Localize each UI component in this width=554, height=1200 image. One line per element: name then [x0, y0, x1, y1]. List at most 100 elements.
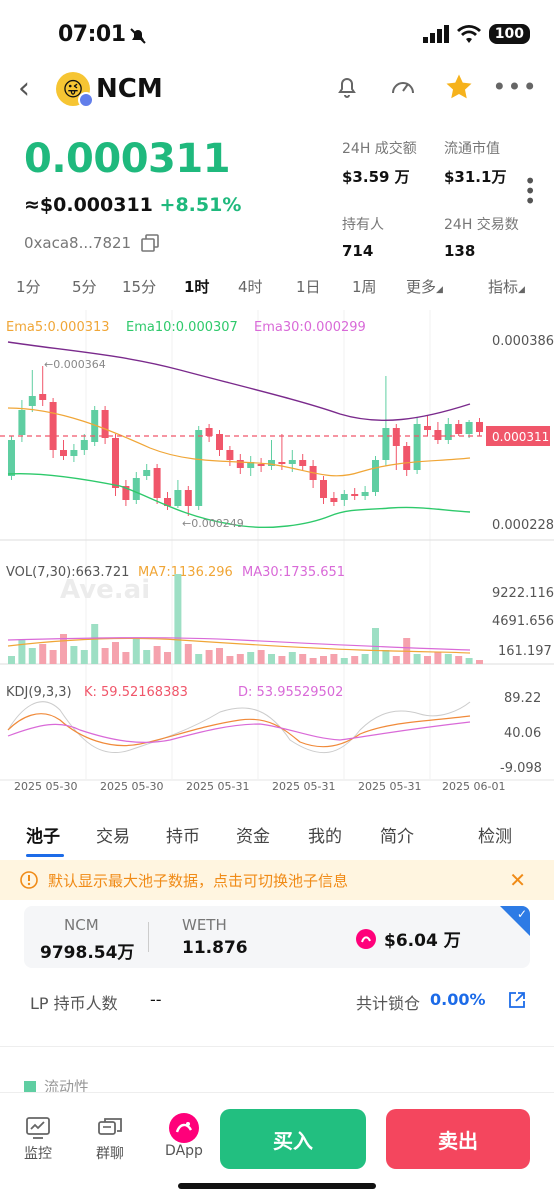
divider: [0, 1046, 554, 1047]
tab-holders[interactable]: 持币: [166, 827, 200, 847]
tf-more[interactable]: 更多◢: [406, 276, 443, 297]
price-chart[interactable]: Ave.ai Ema5:0.000313 Ema10:0.000307 Ema3…: [0, 310, 554, 800]
volume-bar: [320, 656, 327, 664]
stat-label: 24H 成交额: [342, 141, 417, 157]
close-icon[interactable]: ✕: [509, 868, 526, 892]
kdj-legend: KDJ(9,3,3) K: 59.52168383 D: 53.95529502: [6, 685, 343, 700]
candles: [8, 366, 483, 516]
tab-mine[interactable]: 我的: [308, 827, 342, 847]
chat-icon: [98, 1118, 122, 1135]
candle-body: [195, 430, 203, 506]
bell-icon[interactable]: [332, 72, 362, 102]
price-change: +8.51%: [159, 194, 242, 216]
candle-body: [205, 428, 213, 436]
candle-body: [330, 498, 338, 502]
vol-ma7-line: [7, 637, 471, 654]
volume-bar: [28, 648, 36, 664]
volume-bar: [444, 654, 452, 664]
tf-1h[interactable]: 1时: [184, 278, 210, 296]
status-indicators: 100: [422, 24, 530, 44]
tab-intro[interactable]: 简介: [380, 827, 414, 847]
candle-body: [444, 424, 452, 440]
volume-bar: [236, 654, 244, 664]
usd-price: ≈$0.000311: [24, 194, 153, 216]
volume-bar: [476, 660, 483, 664]
volume-bar: [8, 656, 15, 664]
tf-1m[interactable]: 1分: [16, 278, 41, 296]
kdj-d-legend: D: 53.95529502: [238, 685, 343, 700]
favorite-star-icon[interactable]: [444, 72, 474, 102]
warning-icon: [20, 871, 38, 889]
tf-5m[interactable]: 5分: [72, 278, 97, 296]
sell-button[interactable]: 卖出: [386, 1109, 530, 1169]
low-marker: ←0.000249: [182, 517, 244, 530]
candle-body: [143, 470, 151, 476]
copy-icon[interactable]: [141, 234, 159, 252]
volume-bar: [39, 644, 47, 664]
candle-body: [351, 494, 359, 496]
external-link-icon[interactable]: [508, 991, 526, 1009]
nav-dapp[interactable]: DApp: [154, 1113, 214, 1159]
volume-bar: [80, 650, 88, 664]
volume-bar: [216, 648, 223, 664]
stat-value: 714: [342, 242, 374, 260]
candle-body: [382, 428, 390, 460]
tf-15m[interactable]: 15分: [122, 278, 157, 296]
bottom-bar: 监控 群聊 DApp 买入 卖出: [0, 1092, 554, 1200]
vol-ma30-legend: MA30:1735.651: [242, 565, 345, 580]
volume-bar: [205, 650, 213, 664]
liquidity-usd: $6.04 万: [384, 931, 461, 951]
stats-more-icon[interactable]: • • •: [524, 169, 536, 213]
candle-body: [18, 410, 26, 435]
candle-body: [257, 464, 265, 466]
candle-body: [465, 422, 473, 434]
dapp-icon: [169, 1113, 199, 1143]
tab-trades[interactable]: 交易: [96, 827, 130, 847]
indicator-menu[interactable]: 指标◢: [488, 276, 525, 297]
volume-bar: [91, 624, 99, 664]
volume-bar: [184, 644, 192, 664]
nav-chat[interactable]: 群聊: [80, 1113, 140, 1163]
gauge-icon[interactable]: [388, 72, 418, 102]
pool-notice[interactable]: 默认显示最大池子数据，点击可切换池子信息 ✕: [0, 860, 554, 900]
stat-label: 24H 交易数: [444, 217, 519, 233]
stat-value: $31.1万: [444, 168, 507, 186]
ema-lines: [7, 341, 471, 528]
more-icon[interactable]: •••: [492, 73, 538, 101]
kdj-d-line: [7, 721, 471, 743]
chart-grid: [0, 310, 554, 781]
x-axis-label: 2025 05-31: [272, 780, 335, 793]
x-axis-label: 2025 05-31: [358, 780, 421, 793]
tf-4h[interactable]: 4时: [238, 278, 263, 296]
volume-bar: [340, 658, 348, 664]
volume-bar: [278, 656, 286, 664]
pool-token-b: WETH 11.876: [182, 916, 248, 958]
tab-check[interactable]: 检测: [478, 827, 512, 847]
vol-axis-top: 9222.116: [492, 586, 554, 601]
tab-funds[interactable]: 资金: [236, 827, 270, 847]
candle-body: [184, 490, 192, 506]
candle-body: [392, 428, 400, 446]
back-button[interactable]: ‹: [18, 71, 30, 106]
candle-body: [424, 426, 431, 430]
usd-price-line: ≈$0.000311 +8.51%: [24, 194, 241, 216]
candle-body: [112, 438, 119, 488]
nav-monitor[interactable]: 监控: [8, 1113, 68, 1163]
candle-body: [28, 396, 36, 406]
buy-button[interactable]: 买入: [220, 1109, 366, 1169]
dex-logo-icon: [356, 928, 376, 949]
tf-1w[interactable]: 1周: [352, 278, 377, 296]
price-axis-bottom: 0.000228: [492, 518, 554, 533]
pool-card[interactable]: NCM 9798.54万 WETH 11.876 $6.04 万 ✓: [24, 906, 530, 968]
volume-bar: [455, 656, 463, 664]
volume-bar: [153, 646, 161, 664]
tab-underline: [26, 854, 64, 857]
candle-body: [434, 430, 442, 440]
tab-pool[interactable]: 池子: [26, 827, 60, 847]
section-label: 流动性: [44, 1078, 90, 1096]
section-liquidity: 流动性: [24, 1076, 89, 1097]
volume-bar: [101, 648, 109, 664]
volume-bar: [122, 652, 130, 664]
ema-legend: Ema5:0.000313 Ema10:0.000307 Ema30:0.000…: [6, 320, 366, 335]
tf-1d[interactable]: 1日: [296, 278, 321, 296]
